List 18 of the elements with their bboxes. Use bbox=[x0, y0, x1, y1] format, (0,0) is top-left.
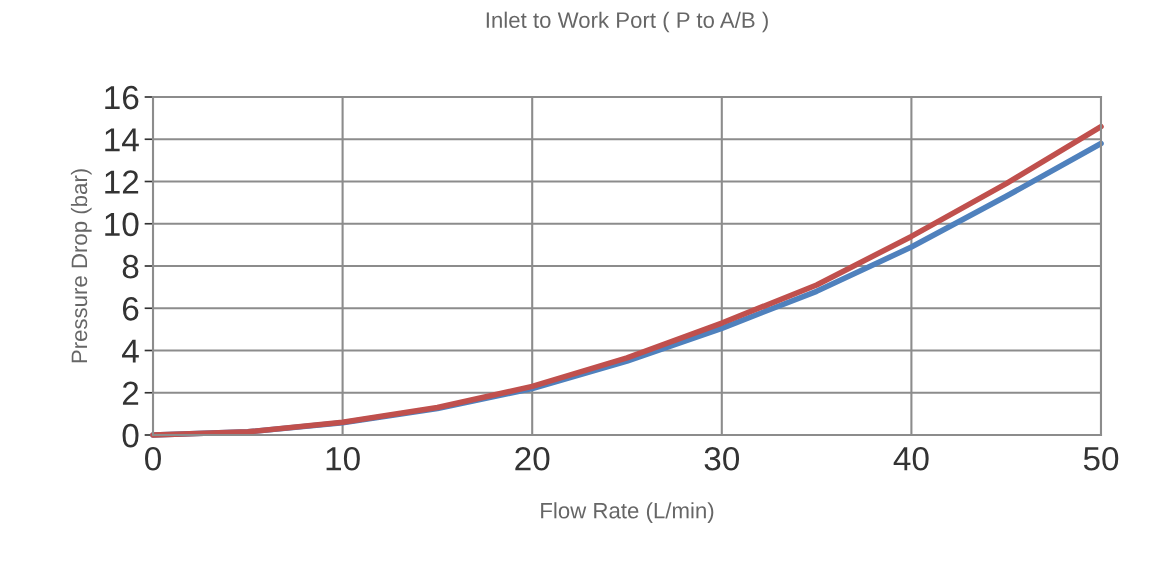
y-tick-label: 14 bbox=[105, 128, 139, 152]
y-tick-label: 0 bbox=[122, 423, 139, 448]
x-tick-label: 50 bbox=[1083, 446, 1119, 471]
x-tick-label: 20 bbox=[515, 446, 550, 471]
x-tick-label: 40 bbox=[893, 446, 929, 471]
x-tick-label: 10 bbox=[326, 446, 360, 471]
y-tick-label: 6 bbox=[122, 297, 139, 321]
y-tick-label: 10 bbox=[105, 212, 139, 237]
chart-title: Inlet to Work Port ( P to A/B ) bbox=[486, 11, 768, 33]
y-axis-title: Pressure Drop (bar) bbox=[70, 169, 92, 363]
x-tick-label: 30 bbox=[704, 446, 740, 471]
x-axis-title: Flow Rate (L/min) bbox=[541, 502, 714, 523]
y-tick-label: 2 bbox=[122, 381, 139, 405]
x-tick-label: 0 bbox=[145, 446, 161, 471]
y-tick-label: 16 bbox=[105, 85, 139, 110]
y-tick-label: 8 bbox=[122, 254, 139, 279]
y-tick-label: 12 bbox=[105, 170, 139, 194]
y-tick-label: 4 bbox=[122, 339, 139, 363]
